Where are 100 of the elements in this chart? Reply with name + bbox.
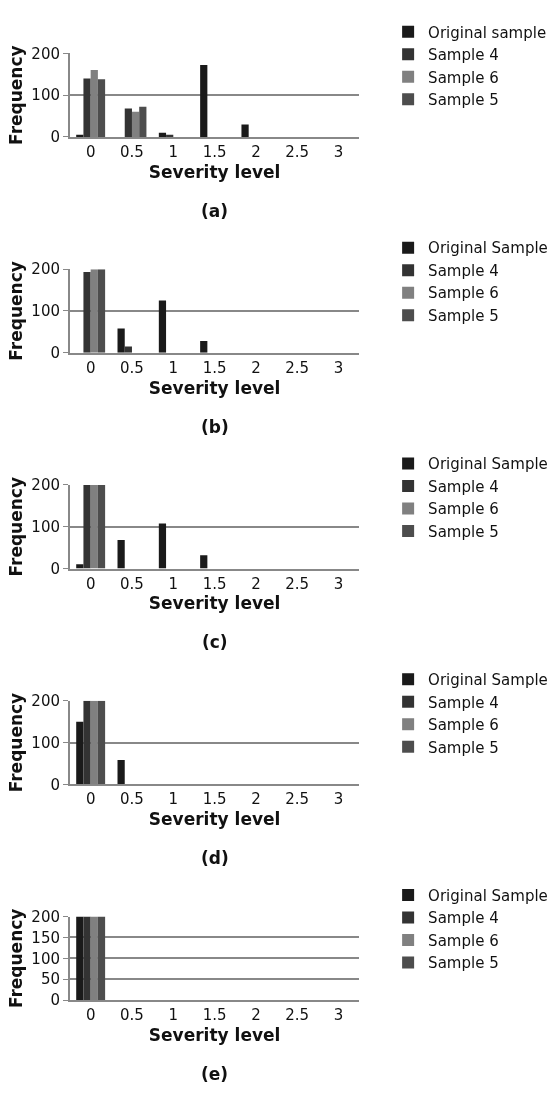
x-tick-label: 0.5: [120, 1006, 144, 1025]
y-tick-label: 0: [50, 128, 60, 147]
x-tick-label: 0.5: [120, 142, 144, 161]
bar: [83, 700, 91, 785]
bar: [158, 132, 167, 137]
bar: [117, 760, 125, 785]
x-tick-label: 2: [251, 1006, 261, 1025]
bar: [83, 78, 91, 137]
legend-label: Sample 5: [428, 91, 499, 110]
x-tick-label: 0: [85, 1006, 96, 1025]
x-tick-label: 0.5: [120, 790, 144, 809]
x-tick-label: 3: [333, 790, 344, 809]
legend-label: Sample 4: [428, 261, 499, 280]
bar: [241, 124, 249, 137]
legend-label: Sample 5: [428, 522, 499, 541]
legend-label: Original Sample: [428, 455, 548, 474]
x-tick-label: 1.5: [202, 142, 227, 161]
y-tick-label: 0: [50, 991, 60, 1010]
legend-label: Original sample: [428, 23, 547, 42]
legend-label: Sample 4: [428, 909, 499, 928]
x-tick-label: 0.5: [120, 358, 144, 377]
legend-label: Sample 4: [428, 46, 499, 65]
x-tick-label: 2.5: [285, 790, 310, 809]
bar: [200, 65, 208, 137]
x-tick-label: 1: [168, 358, 179, 377]
x-tick-label: 2: [251, 790, 261, 809]
bar: [158, 523, 167, 569]
bar: [76, 134, 84, 137]
x-tick-label: 3: [333, 1006, 344, 1025]
y-axis-title: Frequency: [6, 908, 27, 1009]
bar: [139, 106, 147, 137]
bar: [158, 300, 167, 353]
y-tick-label: 100: [31, 302, 60, 321]
bar: [200, 555, 208, 569]
legend-label: Sample 5: [428, 306, 499, 325]
x-tick-label: 0: [85, 358, 96, 377]
bar: [124, 346, 132, 353]
x-axis-title: Severity level: [148, 809, 281, 830]
x-tick-label: 3: [333, 574, 344, 593]
x-tick-label: 1: [168, 1006, 179, 1025]
text: (c): [202, 632, 228, 652]
x-tick-label: 1: [168, 574, 179, 593]
x-axis-title: Severity level: [148, 161, 281, 182]
bar: [83, 272, 91, 353]
y-tick-label: 200: [31, 260, 60, 279]
legend-label: Sample 4: [428, 477, 499, 496]
y-tick-label: 0: [50, 775, 60, 794]
y-tick-label: 0: [50, 344, 60, 362]
text: (b): [201, 417, 229, 437]
x-tick-label: 2.5: [285, 1006, 310, 1025]
legend-label: Sample 5: [428, 738, 499, 757]
y-tick-label: 150: [31, 928, 60, 947]
x-tick-label: 1.5: [202, 358, 227, 377]
x-tick-label: 3: [333, 142, 344, 161]
legend-label: Original Sample: [428, 239, 548, 258]
y-axis-title: Frequency: [6, 476, 27, 577]
y-tick-label: 200: [31, 907, 60, 926]
x-tick-label: 1: [168, 142, 179, 161]
bar: [76, 721, 84, 785]
y-tick-label: 200: [31, 691, 60, 710]
bar: [97, 700, 106, 785]
y-axis-title: Frequency: [6, 45, 27, 145]
bar: [83, 484, 91, 569]
x-tick-label: 1: [168, 790, 179, 809]
legend-label: Sample 4: [428, 693, 499, 712]
y-tick-label: 200: [31, 44, 60, 63]
bar: [200, 341, 208, 353]
x-tick-label: 0: [85, 574, 96, 593]
x-tick-label: 0: [85, 790, 96, 809]
y-tick-label: 100: [31, 517, 60, 536]
x-tick-label: 1.5: [202, 574, 227, 593]
y-axis-title: Frequency: [6, 692, 27, 793]
bar: [76, 564, 84, 569]
y-tick-label: 100: [31, 949, 60, 968]
bar: [97, 484, 106, 569]
x-tick-label: 1.5: [202, 1006, 227, 1025]
y-tick-label: 100: [31, 733, 60, 752]
legend-label: Sample 5: [428, 954, 499, 973]
bar: [117, 540, 125, 569]
x-axis-title: Severity level: [148, 1025, 281, 1046]
legend-label: Original Sample: [428, 886, 548, 905]
text: (e): [201, 1064, 229, 1084]
legend-label: Sample 6: [428, 68, 499, 87]
y-tick-label: 0: [50, 559, 60, 578]
bar: [117, 328, 125, 353]
x-tick-label: 2: [251, 574, 261, 593]
x-tick-label: 2: [251, 358, 261, 377]
bar: [97, 269, 106, 353]
legend-label: Original Sample: [428, 671, 548, 690]
x-axis-title: Severity level: [148, 377, 281, 398]
x-tick-label: 2.5: [285, 358, 310, 377]
x-tick-label: 3: [333, 358, 344, 377]
x-tick-label: 0: [85, 142, 96, 161]
x-tick-label: 2.5: [285, 574, 310, 593]
legend-label: Sample 6: [428, 284, 499, 303]
x-axis-title: Severity level: [148, 593, 281, 614]
legend-label: Sample 6: [428, 500, 499, 519]
y-tick-label: 50: [40, 970, 60, 989]
x-tick-label: 2: [251, 142, 261, 161]
x-tick-label: 2.5: [285, 142, 310, 161]
